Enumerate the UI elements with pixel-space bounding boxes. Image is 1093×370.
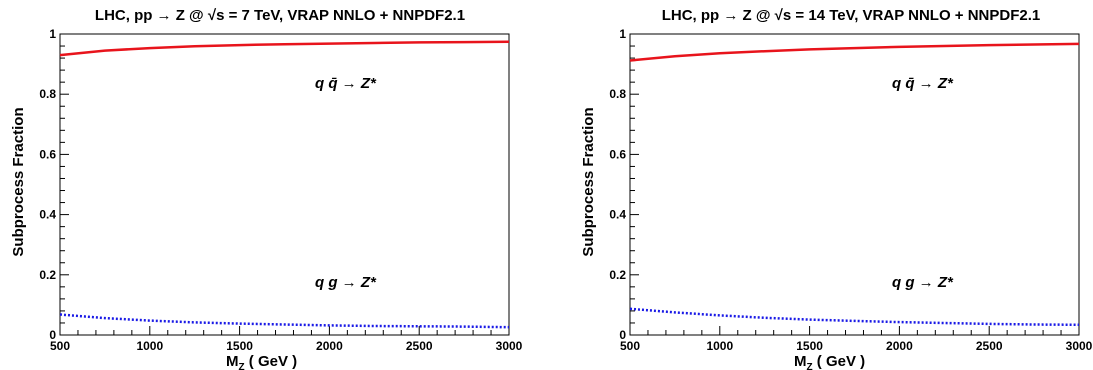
x-axis-label: MZ ( GeV ) [794, 353, 865, 370]
x-tick-label: 2500 [976, 339, 1003, 353]
x-axis-label-unit: ( GeV ) [245, 353, 298, 370]
annotation-qqbar-to-z: q q̄ → Z* [892, 75, 954, 92]
chart-title: LHC, pp → Z @ √s = 14 TeV, VRAP NNLO + N… [662, 7, 1041, 24]
y-tick-label: 1 [619, 27, 626, 41]
x-axis-label-symbol: M [226, 353, 239, 370]
y-tick-label: 0.2 [609, 268, 626, 282]
plot-frame [629, 33, 1080, 336]
x-axis-label-subscript: Z [239, 362, 245, 370]
x-tick-label: 1000 [706, 339, 733, 353]
y-axis-label: Subprocess Fraction [10, 107, 27, 256]
x-axis-label-subscript: Z [807, 362, 813, 370]
axis-ticks: 500 1000 1500 2000 2500 3000 0 0.2 0.4 0.6 0.8 1 [39, 27, 522, 353]
x-tick-label: 3000 [1066, 339, 1093, 353]
y-tick-label: 0.8 [609, 87, 626, 101]
x-tick-label: 2500 [406, 339, 433, 353]
axis-ticks: 500 1000 1500 2000 2500 3000 0 0.2 0.4 0.6 0.8 1 [609, 27, 1092, 353]
series-lines [629, 42, 1080, 327]
chart-title: LHC, pp → Z @ √s = 7 TeV, VRAP NNLO + NN… [95, 7, 465, 24]
annotation-qg-to-z: q g → Z* [315, 274, 377, 291]
x-tick-label: 1500 [226, 339, 253, 353]
series-line-qqbar [629, 42, 1080, 62]
x-tick-label: 1500 [796, 339, 823, 353]
y-tick-label: 0.2 [39, 268, 56, 282]
plot-frame [59, 33, 510, 336]
x-tick-label: 1000 [136, 339, 163, 353]
chart-panel-7tev: LHC, pp → Z @ √s = 7 TeV, VRAP NNLO + NN… [10, 7, 523, 370]
y-tick-label: 0.4 [39, 208, 56, 222]
series-line-qg [59, 313, 510, 329]
y-tick-label: 0.4 [609, 208, 626, 222]
x-axis-label-unit: ( GeV ) [813, 353, 866, 370]
series-lines [59, 40, 510, 329]
y-tick-label: 0 [49, 328, 56, 342]
chart-panel-14tev: LHC, pp → Z @ √s = 14 TeV, VRAP NNLO + N… [580, 7, 1093, 370]
annotation-qg-to-z: q g → Z* [892, 274, 954, 291]
series-line-qqbar [59, 40, 510, 57]
y-tick-label: 0 [619, 328, 626, 342]
x-axis-label: MZ ( GeV ) [226, 353, 297, 370]
y-tick-label: 1 [49, 27, 56, 41]
x-tick-label: 500 [50, 339, 70, 353]
y-tick-label: 0.6 [609, 147, 626, 161]
x-tick-label: 3000 [496, 339, 523, 353]
x-tick-label: 500 [620, 339, 640, 353]
y-tick-label: 0.8 [39, 87, 56, 101]
x-tick-label: 2000 [886, 339, 913, 353]
annotation-qqbar-to-z: q q̄ → Z* [315, 75, 377, 92]
y-axis-label: Subprocess Fraction [580, 107, 597, 256]
y-tick-label: 0.6 [39, 147, 56, 161]
series-line-qg [629, 307, 1080, 327]
x-tick-label: 2000 [316, 339, 343, 353]
x-axis-label-symbol: M [794, 353, 807, 370]
